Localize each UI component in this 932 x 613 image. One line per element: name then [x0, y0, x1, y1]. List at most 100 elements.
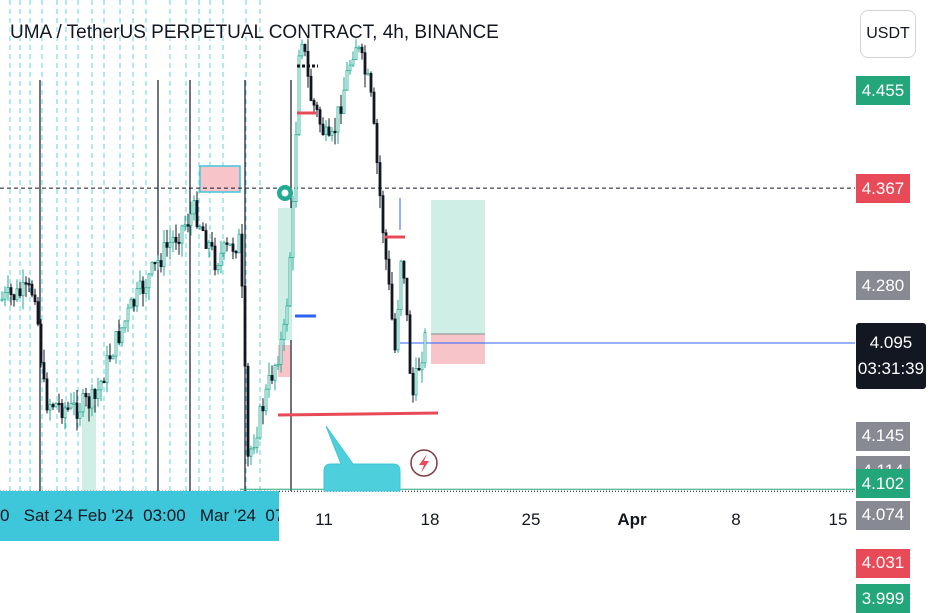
candle-body: [159, 260, 163, 268]
candle-body: [282, 323, 286, 340]
candle-body: [189, 213, 193, 226]
candle-body: [369, 73, 373, 93]
candle-body: [237, 233, 241, 254]
candle-body: [288, 257, 292, 307]
candle-body: [171, 236, 175, 243]
candle-body: [36, 301, 40, 325]
candle-body: [51, 404, 55, 408]
candle-body: [117, 331, 121, 344]
candle-body: [378, 162, 382, 197]
candle-body: [420, 362, 424, 371]
candle-body: [129, 299, 133, 309]
candle-body: [99, 380, 103, 391]
candle-body: [24, 282, 28, 285]
candle-body: [309, 75, 313, 101]
candle-body: [198, 226, 202, 229]
candle-body: [297, 55, 301, 136]
candle-body: [285, 305, 289, 325]
support-line: [277, 411, 439, 417]
candle-body: [42, 362, 46, 380]
candle-body: [87, 396, 91, 409]
candle-body: [318, 109, 322, 125]
candle-body: [177, 241, 181, 245]
candle-body: [81, 392, 85, 413]
candle-body: [150, 261, 154, 275]
candle-body: [381, 195, 385, 234]
candle-body: [330, 130, 334, 136]
currency-button[interactable]: USDT: [860, 10, 916, 58]
candle-body: [231, 243, 235, 252]
candle-body: [225, 242, 229, 245]
candle-body: [408, 314, 412, 374]
price-chart[interactable]: [0, 0, 855, 550]
candle-body: [375, 122, 379, 163]
candle-body: [357, 46, 361, 50]
candle-body: [111, 355, 115, 360]
candle-body: [300, 43, 304, 57]
price-label: 3.999: [856, 584, 910, 613]
candle-body: [78, 411, 82, 419]
candle-body: [75, 402, 79, 419]
candle-body: [246, 365, 250, 457]
time-tick: 15: [828, 510, 848, 529]
candle-body: [0, 298, 4, 302]
candle-body: [105, 355, 109, 383]
candle-body: [291, 200, 295, 259]
candle-body: [186, 224, 190, 227]
candle-body: [342, 89, 346, 114]
candle-body: [267, 375, 271, 390]
candle-body: [204, 230, 208, 249]
candle-body: [339, 106, 343, 114]
candle-body: [255, 437, 259, 448]
current-price: 4.095: [869, 333, 913, 352]
candle-body: [180, 225, 184, 244]
candle-body: [63, 407, 67, 419]
candle-body: [393, 318, 397, 351]
candle-body: [6, 287, 10, 293]
candle-body: [72, 402, 76, 405]
candle-body: [138, 280, 142, 290]
candle-body: [360, 46, 364, 54]
candle-body: [219, 252, 223, 266]
candle-body: [108, 355, 112, 360]
candle-body: [183, 224, 187, 227]
candle-body: [327, 126, 331, 136]
time-tick: 8: [731, 510, 741, 529]
candle-body: [423, 332, 427, 364]
candle-body: [324, 126, 328, 136]
candle-body: [30, 283, 34, 296]
candle-body: [144, 287, 148, 294]
signal-marker-dot: [281, 189, 289, 197]
candle-body: [27, 283, 31, 286]
candle-body: [201, 226, 205, 232]
price-label: 4.367: [856, 174, 910, 204]
time-tick: 25: [521, 510, 541, 529]
candle-body: [48, 404, 52, 411]
candle-body: [411, 372, 415, 396]
candle-body: [102, 380, 106, 384]
profit-zone-bottom: [82, 405, 96, 491]
chart-area[interactable]: UMA / TetherUS PERPETUAL CONTRACT, 4h, B…: [0, 0, 855, 550]
candle-body: [279, 338, 283, 365]
candle-body: [348, 64, 352, 72]
candle-body: [135, 288, 139, 307]
candle-body: [372, 91, 376, 124]
candle-body: [333, 130, 337, 134]
candle-body: [222, 242, 226, 254]
candle-body: [168, 241, 172, 248]
candle-body: [405, 277, 409, 316]
candle-body: [306, 50, 310, 77]
candle-body: [9, 287, 13, 296]
candle-body: [228, 243, 232, 246]
candle-body: [210, 241, 214, 247]
candle-body: [321, 123, 325, 136]
price-label: 4.074: [856, 500, 910, 530]
candle-body: [90, 388, 94, 409]
candle-body: [120, 327, 124, 344]
candle-body: [165, 242, 169, 248]
candle-body: [84, 392, 88, 398]
time-tick: Apr: [617, 510, 647, 529]
candle-body: [141, 280, 145, 294]
candle-body: [156, 260, 160, 263]
candle-body: [390, 283, 394, 320]
